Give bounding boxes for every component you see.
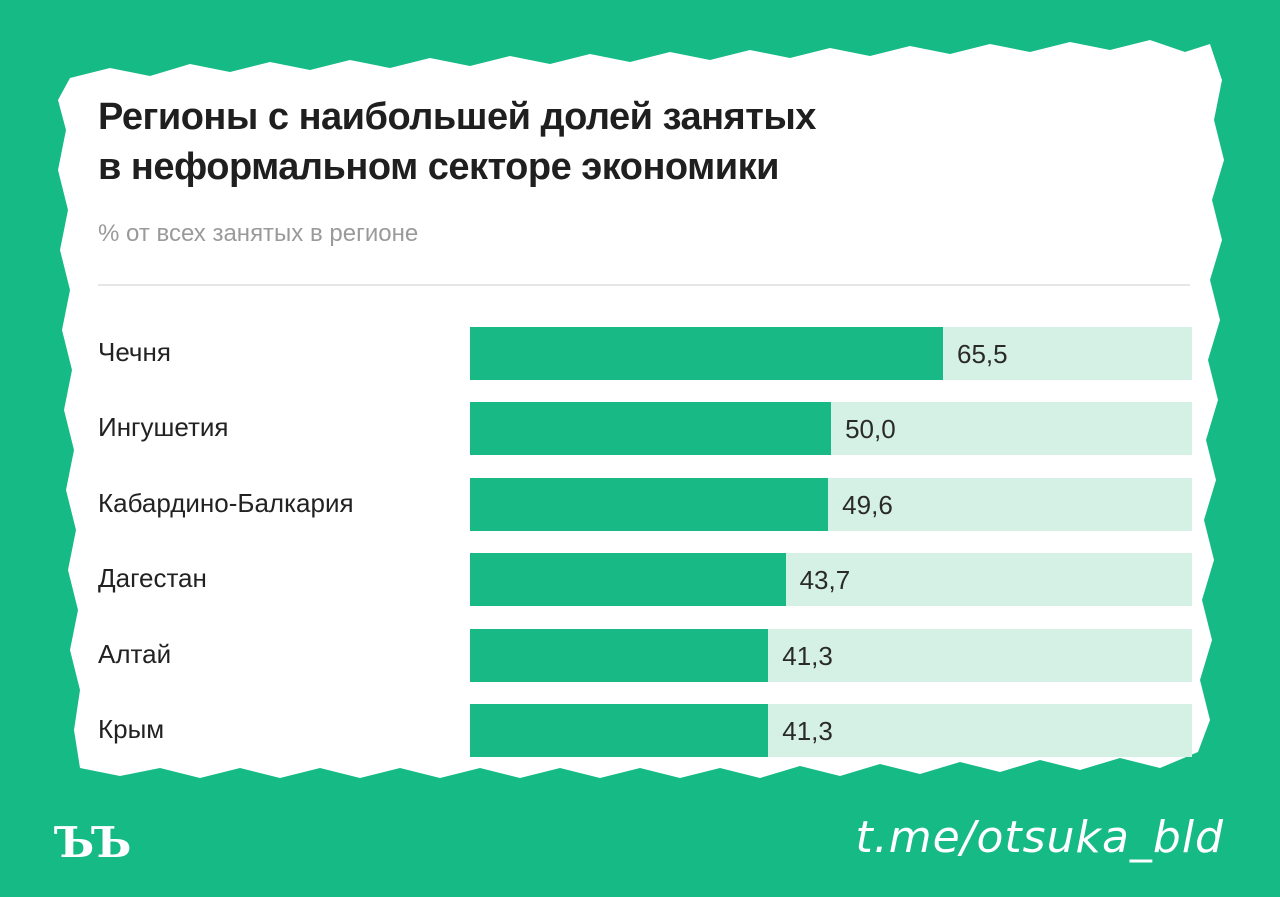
category-label: Крым [98, 714, 165, 744]
category-label: Ингушетия [98, 412, 229, 443]
value-label: 41,3 [782, 716, 833, 746]
brand-logo: ЪЪ [54, 818, 131, 867]
divider [98, 284, 1190, 286]
chart-title: Регионы с наибольшей долей занятых в неф… [98, 92, 1098, 192]
category-label: Алтай [98, 638, 172, 669]
category-label: Дагестан [98, 563, 207, 594]
bar [470, 477, 829, 531]
bar [470, 327, 943, 380]
category-label: Кабардино-Балкария [98, 487, 354, 518]
value-label: 43,7 [799, 565, 851, 596]
chart-subtitle: % от всех занятых в регионе [98, 220, 419, 247]
value-label: 41,3 [782, 640, 833, 671]
bar [470, 704, 769, 757]
chart-title-line-2: в неформальном секторе экономики [98, 146, 780, 188]
bar [470, 553, 786, 607]
value-label: 50,0 [845, 414, 896, 445]
telegram-handle: t.me/otsuka_bld [855, 812, 1224, 863]
bar [470, 628, 769, 682]
chart-title-line-1: Регионы с наибольшей долей занятых [98, 96, 816, 138]
value-label: 65,5 [957, 339, 1008, 369]
bar [470, 402, 832, 456]
category-label: Чечня [98, 337, 171, 367]
value-label: 49,6 [842, 489, 893, 520]
